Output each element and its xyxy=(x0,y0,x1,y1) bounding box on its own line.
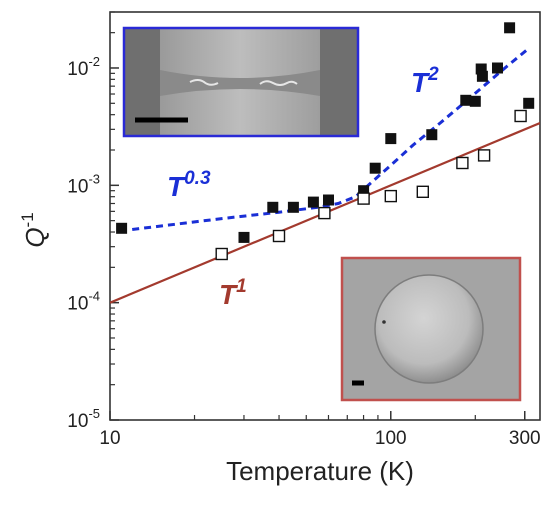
annotation-t03: T0.3 xyxy=(167,168,211,202)
open-square-point xyxy=(384,189,397,203)
x-tick-label: 100 xyxy=(375,428,407,449)
y-axis-title-exp: -1 xyxy=(18,212,37,227)
x-tick-label: 300 xyxy=(509,428,541,449)
open-square-point xyxy=(272,229,286,243)
inset-border-red xyxy=(340,256,522,402)
filled-square-point xyxy=(385,133,397,145)
filled-square-point xyxy=(476,70,488,82)
filled-square-point xyxy=(323,194,334,206)
open-square-point xyxy=(215,247,228,261)
filled-square-point xyxy=(267,201,279,213)
annotation-t2: T2 xyxy=(411,64,439,98)
open-square-point xyxy=(514,109,527,123)
filled-square-point xyxy=(523,97,535,109)
open-square-point xyxy=(357,192,370,205)
tick-labels: 10 100 300 10-2 10-3 10-4 10-5 xyxy=(67,54,540,449)
filled-square-point xyxy=(116,222,128,234)
y-axis-title: Q-1 xyxy=(18,212,50,247)
filled-square-point xyxy=(475,63,487,75)
open-square-point xyxy=(416,185,429,199)
open-square-point xyxy=(318,206,331,220)
filled-square-point xyxy=(426,129,438,141)
filled-square-point xyxy=(469,95,481,107)
filled-square-point xyxy=(307,196,319,208)
annotation-t03-exp: 0.3 xyxy=(184,168,211,189)
y-tick-label: 10-5 xyxy=(67,406,100,432)
x-axis-title: Temperature (K) xyxy=(226,456,414,486)
y-tick-label: 10-2 xyxy=(67,54,100,80)
filled-square-point xyxy=(460,94,472,106)
plot-frame xyxy=(109,11,541,421)
annotation-t2-base: T xyxy=(411,67,431,98)
annotation-t1-exp: 1 xyxy=(236,276,247,297)
open-square-point xyxy=(477,149,491,162)
annotation-t1: T1 xyxy=(219,276,247,310)
annotation-t03-base: T xyxy=(167,171,187,202)
y-tick-label: 10-3 xyxy=(67,171,100,197)
filled-square-point xyxy=(492,62,503,74)
inset-micrograph-dome xyxy=(340,256,522,402)
filled-square-point xyxy=(369,162,381,174)
ticks-layer xyxy=(109,11,526,421)
annotation-t1-base: T xyxy=(219,279,239,310)
inset-border-blue xyxy=(122,26,360,138)
open-square-point xyxy=(456,156,469,170)
filled-square-point xyxy=(358,185,370,197)
inset-micrograph-bridge xyxy=(122,26,360,138)
y-axis-title-base: Q xyxy=(20,227,50,247)
filled-square-point xyxy=(287,201,299,213)
x-tick-label: 10 xyxy=(99,428,120,449)
filled-square-point xyxy=(504,22,516,34)
filled-square-point xyxy=(238,231,250,243)
data-markers xyxy=(116,22,535,261)
y-tick-label: 10-4 xyxy=(67,289,100,315)
annotation-t2-exp: 2 xyxy=(427,64,439,85)
